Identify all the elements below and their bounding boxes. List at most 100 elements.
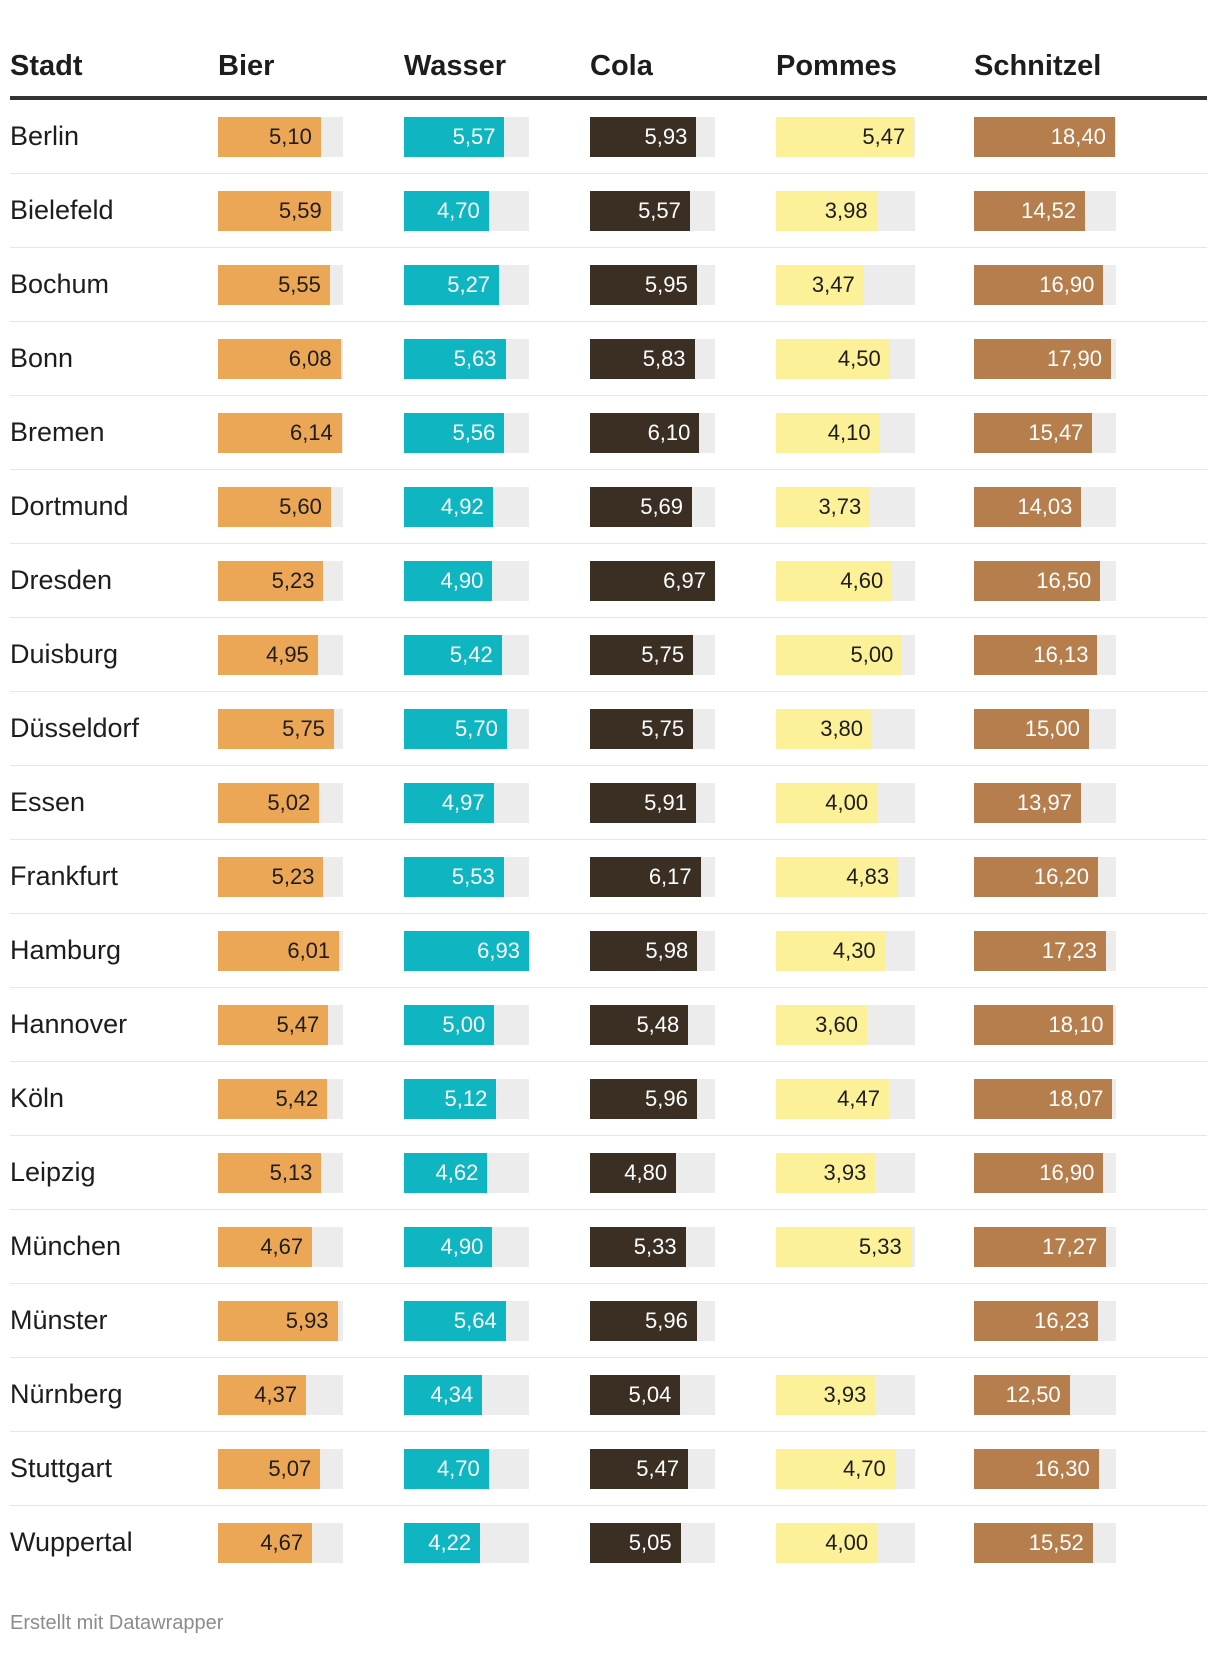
bar-track: 5,93 — [590, 116, 715, 157]
cell-cola: 5,05 — [590, 1506, 776, 1580]
bar-schnitzel: 17,27 — [974, 1226, 1107, 1267]
value-label: 5,69 — [640, 493, 684, 519]
city-name: Bremen — [10, 395, 218, 470]
cell-schnitzel: 17,23 — [974, 913, 1207, 988]
bar-track: 5,75 — [218, 708, 343, 749]
column-header-schnitzel[interactable]: Schnitzel — [974, 36, 1207, 100]
column-header-pommes[interactable]: Pommes — [776, 36, 974, 100]
bar-pommes: 3,93 — [776, 1374, 876, 1415]
cell-schnitzel: 16,90 — [974, 247, 1207, 322]
cell-wasser: 5,12 — [404, 1061, 590, 1136]
value-label: 4,97 — [441, 789, 485, 815]
bar-track: 4,80 — [590, 1152, 715, 1193]
value-label: 5,75 — [641, 641, 685, 667]
bar-schnitzel: 15,47 — [974, 412, 1093, 453]
value-label: 4,00 — [825, 1529, 869, 1555]
city-name: Duisburg — [10, 617, 218, 692]
bar-wasser: 5,56 — [404, 412, 505, 453]
table-row: Frankfurt 5,23 5,53 6,17 4,83 16,20 — [10, 839, 1207, 914]
cell-pommes: 4,30 — [776, 913, 974, 988]
cell-pommes: 3,98 — [776, 173, 974, 248]
value-label: 4,62 — [435, 1159, 479, 1185]
bar-track: 5,57 — [404, 116, 529, 157]
value-label: 3,98 — [824, 197, 868, 223]
cell-pommes: 4,70 — [776, 1431, 974, 1506]
value-label: 5,98 — [645, 937, 689, 963]
cell-pommes: 5,33 — [776, 1209, 974, 1284]
value-label: 6,08 — [288, 345, 332, 371]
bar-pommes: 3,73 — [776, 486, 871, 527]
city-name: München — [10, 1209, 218, 1284]
cell-bier: 5,07 — [218, 1431, 404, 1506]
bar-pommes: 4,50 — [776, 338, 890, 379]
bar-track: 4,10 — [776, 412, 915, 453]
city-name: Dortmund — [10, 469, 218, 544]
cell-cola: 6,17 — [590, 839, 776, 914]
bar-schnitzel: 17,90 — [974, 338, 1112, 379]
bar-track: 4,00 — [776, 782, 915, 823]
table-row: Hamburg 6,01 6,93 5,98 4,30 17,23 — [10, 913, 1207, 988]
bar-track: 5,47 — [218, 1004, 343, 1045]
table-header-row: Stadt Bier Wasser Cola Pommes Schnitzel — [10, 36, 1207, 100]
bar-cola: 5,47 — [590, 1448, 689, 1489]
column-header-wasser[interactable]: Wasser — [404, 36, 590, 100]
table-row: Bochum 5,55 5,27 5,95 3,47 16,90 — [10, 247, 1207, 322]
cell-schnitzel: 16,23 — [974, 1283, 1207, 1358]
bar-track: 16,13 — [974, 634, 1116, 675]
bar-track: 5,75 — [590, 708, 715, 749]
city-name: Bochum — [10, 247, 218, 322]
bar-track: 3,80 — [776, 708, 915, 749]
bar-track: 6,08 — [218, 338, 343, 379]
value-label: 16,20 — [1033, 863, 1089, 889]
bar-track: 3,93 — [776, 1152, 915, 1193]
column-header-bier[interactable]: Bier — [218, 36, 404, 100]
value-label: 5,05 — [628, 1529, 672, 1555]
cell-cola: 5,98 — [590, 913, 776, 988]
value-label: 5,27 — [447, 271, 491, 297]
value-label: 5,55 — [278, 271, 321, 297]
bar-track: 4,34 — [404, 1374, 529, 1415]
bar-pommes: 4,30 — [776, 930, 885, 971]
bar-cola: 5,48 — [590, 1004, 689, 1045]
bar-pommes: 3,93 — [776, 1152, 876, 1193]
bar-schnitzel: 14,52 — [974, 190, 1086, 231]
table-row: Bonn 6,08 5,63 5,83 4,50 17,90 — [10, 321, 1207, 396]
bar-track: 5,42 — [404, 634, 529, 675]
value-label: 5,42 — [275, 1085, 319, 1111]
cell-schnitzel: 17,27 — [974, 1209, 1207, 1284]
value-label: 5,23 — [271, 863, 315, 889]
bar-cola: 5,57 — [590, 190, 690, 231]
column-header-stadt[interactable]: Stadt — [10, 36, 218, 100]
bar-track: 3,93 — [776, 1374, 915, 1415]
cell-wasser: 5,57 — [404, 98, 590, 174]
column-header-cola[interactable]: Cola — [590, 36, 776, 100]
bar-cola: 6,10 — [590, 412, 700, 453]
bar-schnitzel: 18,10 — [974, 1004, 1113, 1045]
bar-schnitzel: 16,30 — [974, 1448, 1099, 1489]
cell-cola: 5,47 — [590, 1431, 776, 1506]
value-label: 5,10 — [268, 123, 312, 149]
bar-bier: 6,08 — [218, 338, 341, 379]
city-name: Bonn — [10, 321, 218, 396]
bar-wasser: 5,00 — [404, 1004, 495, 1045]
bar-wasser: 6,93 — [404, 930, 529, 971]
value-label: 18,10 — [1048, 1011, 1104, 1037]
table-row: Nürnberg 4,37 4,34 5,04 3,93 12,50 — [10, 1357, 1207, 1432]
cell-wasser: 5,56 — [404, 395, 590, 470]
cell-schnitzel: 15,52 — [974, 1506, 1207, 1580]
bar-pommes: 3,47 — [776, 264, 864, 305]
value-label: 5,95 — [644, 271, 688, 297]
bar-wasser: 4,22 — [404, 1522, 481, 1563]
value-label: 6,97 — [663, 567, 706, 593]
value-label: 16,90 — [1039, 1159, 1095, 1185]
bar-track: 5,00 — [404, 1004, 529, 1045]
table-row: Wuppertal 4,67 4,22 5,05 4,00 15,52 — [10, 1506, 1207, 1580]
bar-pommes: 4,00 — [776, 782, 878, 823]
value-label: 13,97 — [1016, 789, 1072, 815]
table-row: Köln 5,42 5,12 5,96 4,47 18,07 — [10, 1061, 1207, 1136]
bar-cola: 5,96 — [590, 1300, 697, 1341]
cell-wasser: 4,22 — [404, 1506, 590, 1580]
table-row: Stuttgart 5,07 4,70 5,47 4,70 16,30 — [10, 1431, 1207, 1506]
bar-bier: 4,95 — [218, 634, 318, 675]
